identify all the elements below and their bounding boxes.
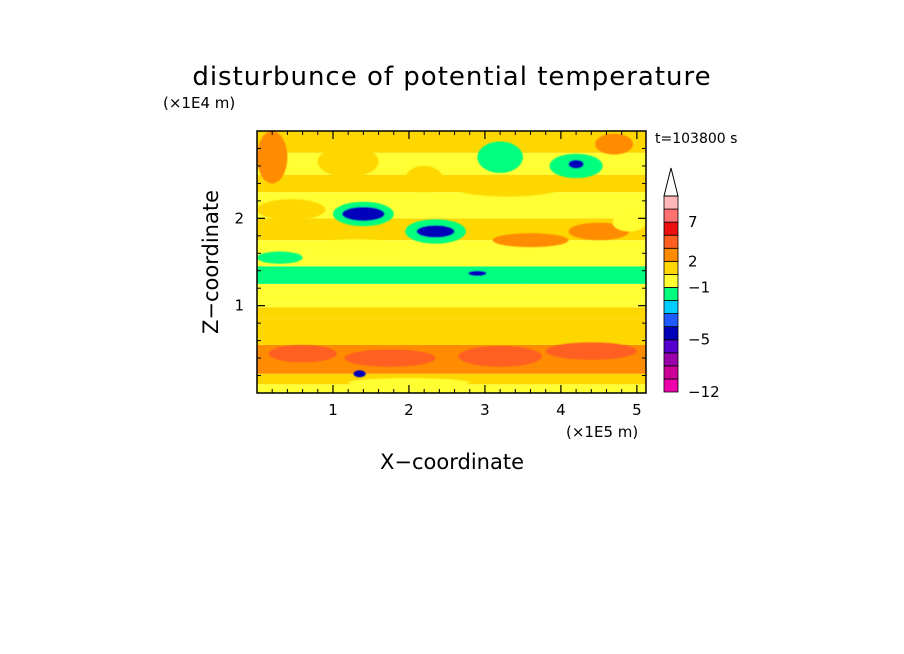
colorbar-label-1: −5 (688, 331, 710, 349)
heatmap-band-4 (257, 307, 646, 319)
x-tick-label-5: 5 (632, 401, 642, 419)
x-unit-label: (×1E5 m) (566, 423, 638, 441)
colorbar-label-2: −1 (688, 278, 710, 296)
heatmap-blob-10 (477, 141, 523, 173)
colorbar-swatch-2 (663, 352, 679, 367)
heatmap-band-13 (257, 131, 646, 153)
y-axis-label: Z−coordinate (199, 190, 223, 334)
x-tick-label-2: 2 (404, 401, 414, 419)
colorbar: −12−5−127 (663, 167, 720, 401)
x-axis-label: X−coordinate (380, 450, 524, 474)
colorbar-label-4: 7 (688, 213, 698, 231)
heatmap-blob-26 (348, 378, 470, 387)
heatmap-blob-7 (416, 225, 455, 238)
colorbar-swatch-3 (663, 339, 679, 354)
colorbar-swatch-8 (663, 273, 679, 288)
colorbar-swatch-4 (663, 326, 679, 341)
heatmap-band-11 (257, 174, 646, 193)
plot-frame (256, 130, 647, 394)
time-label: t=103800 s (655, 131, 737, 147)
colorbar-label-3: 2 (688, 252, 698, 270)
heatmap-blob-1 (257, 131, 288, 184)
colorbar-swatch-1 (663, 365, 679, 380)
heatmap-band-3 (257, 318, 646, 345)
heatmap-blob-8 (405, 165, 444, 193)
heatmap-blob-25 (353, 370, 366, 378)
heatmap-field (257, 131, 646, 393)
colorbar-swatch-13 (663, 208, 679, 223)
x-tick-label-3: 3 (480, 401, 490, 419)
heatmap-blob-24 (268, 344, 337, 363)
y-tick-label-2: 2 (234, 209, 244, 227)
heatmap-blob-0 (317, 145, 379, 178)
heatmap-blob-14 (492, 233, 569, 248)
colorbar-swatch-0 (663, 378, 679, 393)
heatmap-blob-18 (598, 268, 645, 282)
heatmap-blob-23 (545, 342, 637, 360)
heatmap-blob-22 (344, 349, 436, 367)
heatmap-blob-17 (468, 270, 487, 276)
colorbar-swatch-5 (663, 313, 679, 328)
colorbar-swatch-6 (663, 300, 679, 314)
heatmap-band-5 (257, 301, 646, 308)
heatmap-blob-2 (257, 199, 326, 221)
y-tick-label-1: 1 (234, 297, 244, 315)
colorbar-swatch-7 (663, 287, 679, 301)
colorbar-swatch-11 (663, 234, 679, 249)
heatmap-blob-9 (454, 179, 561, 197)
heatmap-blob-19 (612, 213, 646, 232)
colorbar-swatch-9 (663, 260, 679, 275)
heatmap-blob-16 (446, 268, 599, 283)
heatmap-blob-5 (342, 206, 385, 221)
heatmap-band-1 (257, 373, 646, 385)
heatmap-band-6 (257, 283, 646, 302)
heatmap-band-0 (257, 384, 646, 393)
heatmap-blob-20 (310, 239, 402, 254)
heatmap-blob-15 (568, 222, 630, 241)
colorbar-swatch-14 (663, 195, 679, 210)
colorbar-label-0: −12 (688, 383, 720, 401)
heatmap-blobs (257, 131, 646, 387)
heatmap-blob-3 (257, 251, 303, 264)
heatmap-blob-21 (458, 345, 542, 367)
heatmap-blob-13 (595, 133, 634, 155)
axis-ticks: 1 2 3 4 5 1 2 (234, 131, 646, 419)
x-tick-label-1: 1 (328, 401, 338, 419)
x-tick-label-4: 4 (556, 401, 566, 419)
heatmap-blob-12 (568, 159, 584, 169)
y-unit-label: (×1E4 m) (163, 94, 235, 112)
chart-title: disturbunce of potential temperature (192, 62, 711, 92)
colorbar-swatch-10 (663, 247, 679, 262)
colorbar-extend-arrow (663, 167, 679, 197)
colorbar-swatch-12 (663, 221, 679, 236)
